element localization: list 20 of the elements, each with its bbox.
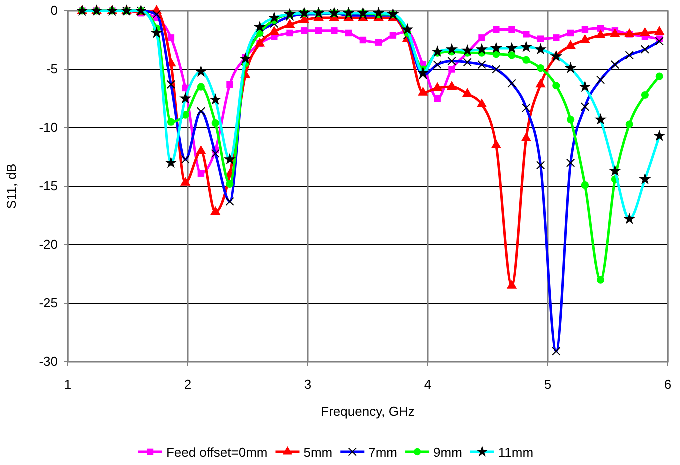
x-tick-label: 2 bbox=[184, 377, 192, 392]
legend-label: Feed offset=0mm bbox=[166, 445, 268, 460]
x-tick-label: 6 bbox=[664, 377, 672, 392]
x-tick-label: 3 bbox=[304, 377, 312, 392]
x-tick-label: 5 bbox=[544, 377, 552, 392]
y-tick-label: -25 bbox=[39, 296, 58, 311]
x-axis-title: Frequency, GHz bbox=[321, 404, 415, 419]
y-axis-title: S11, dB bbox=[4, 164, 19, 210]
y-tick-label: -30 bbox=[39, 354, 58, 370]
legend-label: 9mm bbox=[434, 445, 462, 460]
legend-label: 11mm bbox=[498, 445, 534, 460]
legend-label: 5mm bbox=[304, 445, 333, 460]
legend-label: 7mm bbox=[368, 445, 398, 460]
y-tick-label: 0 bbox=[50, 3, 58, 18]
y-tick-label: -5 bbox=[46, 62, 58, 77]
x-tick-label: 1 bbox=[64, 377, 72, 392]
y-tick-label: -10 bbox=[39, 120, 58, 136]
y-tick-label: -15 bbox=[39, 178, 58, 194]
y-tick-label: -20 bbox=[39, 237, 58, 252]
x-tick-label: 4 bbox=[424, 377, 432, 392]
